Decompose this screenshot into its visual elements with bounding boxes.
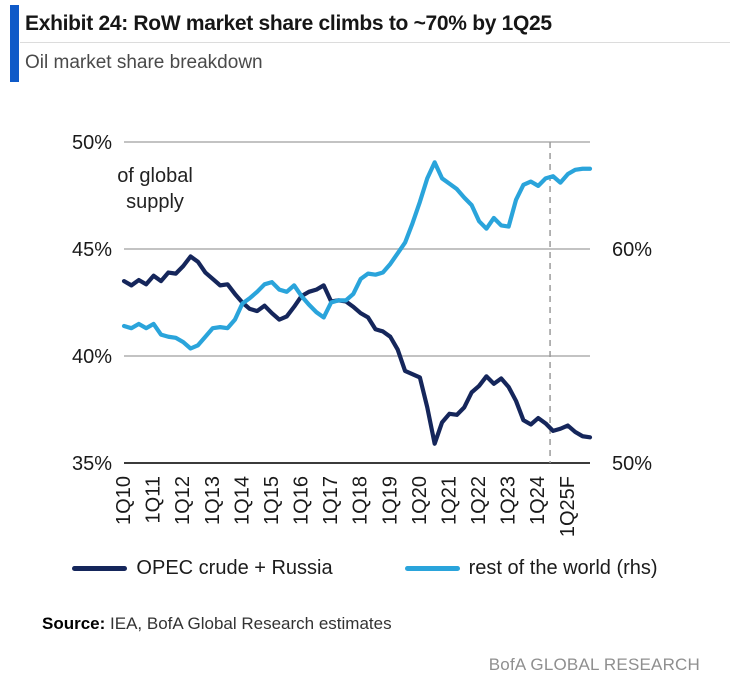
x-axis-tick-label: 1Q18 xyxy=(350,476,372,525)
x-axis-tick-label: 1Q15 xyxy=(261,476,283,525)
legend-item-opec: OPEC crude + Russia xyxy=(72,557,333,580)
legend-label-row: rest of the world (rhs) xyxy=(468,557,658,579)
x-axis-tick-label: 1Q13 xyxy=(202,476,224,525)
x-axis-tick-label: 1Q17 xyxy=(320,476,342,525)
chart-legend: OPEC crude + Russia rest of the world (r… xyxy=(0,557,730,580)
exhibit-subtitle: Oil market share breakdown xyxy=(25,52,263,73)
left-axis-tick-label: 40% xyxy=(72,346,112,368)
series-line-rest-of-world xyxy=(121,160,593,351)
x-axis-tick-label: 1Q10 xyxy=(113,476,135,525)
x-axis-tick-label: 1Q14 xyxy=(231,476,253,525)
x-axis-tick-label: 1Q25F xyxy=(557,476,579,537)
axis-unit-annotation: of global supply xyxy=(117,165,193,213)
source-label: Source: xyxy=(42,614,106,633)
row-line-swatch xyxy=(404,566,460,571)
title-divider xyxy=(20,42,730,43)
right-axis-tick-label: 50% xyxy=(612,453,652,475)
x-axis-tick-label: 1Q12 xyxy=(172,476,194,525)
oil-market-share-chart: 50% 45% 40% 35% 60% 50% 1Q10 1Q11 1Q12 1Q13 1Q14 1Q… xyxy=(72,132,652,537)
bofa-global-research-watermark: BofA GLOBAL RESEARCH xyxy=(488,655,700,674)
left-axis-tick-label: 45% xyxy=(72,239,112,261)
exhibit-title: Exhibit 24: RoW market share climbs to ~… xyxy=(25,12,552,35)
x-axis-tick-label: 1Q11 xyxy=(143,476,165,523)
source-text: IEA, BofA Global Research estimates xyxy=(105,614,392,633)
x-axis-tick-label: 1Q23 xyxy=(498,476,520,525)
opec-line-swatch xyxy=(72,566,128,571)
x-axis-tick-label: 1Q20 xyxy=(409,476,431,525)
x-axis-tick-label: 1Q19 xyxy=(379,476,401,525)
legend-item-row: rest of the world (rhs) xyxy=(404,557,658,580)
legend-label-opec: OPEC crude + Russia xyxy=(136,557,333,579)
x-axis-tick-label: 1Q22 xyxy=(468,476,490,525)
exhibit-accent-bar xyxy=(10,5,19,82)
x-axis-tick-label: 1Q24 xyxy=(527,476,549,525)
x-axis-tick-label: 1Q16 xyxy=(291,476,313,525)
right-axis-tick-label: 60% xyxy=(612,239,652,261)
series-line-opec-crude-russia xyxy=(121,254,593,446)
left-axis-tick-label: 35% xyxy=(72,453,112,475)
source-note: Source: IEA, BofA Global Research estima… xyxy=(42,614,392,634)
x-axis-tick-label: 1Q21 xyxy=(438,476,460,525)
left-axis-tick-label: 50% xyxy=(72,132,112,154)
